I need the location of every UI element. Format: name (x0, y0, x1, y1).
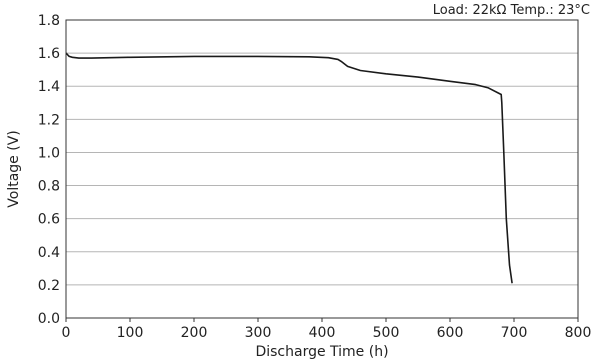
y-tick-label: 1.2 (38, 112, 60, 128)
voltage-series-line (65, 52, 513, 284)
x-axis-label: Discharge Time (h) (255, 344, 388, 360)
x-tick-label: 500 (373, 325, 400, 341)
y-tick-label: 0.2 (38, 278, 60, 294)
plot-frame (65, 19, 579, 319)
y-tick-label: 1.4 (38, 79, 60, 95)
y-axis-label: Voltage (V) (6, 130, 22, 207)
y-tick-label: 0.0 (38, 311, 60, 327)
x-tick-label: 200 (181, 325, 208, 341)
series-layer (65, 52, 513, 284)
grid-layer (66, 52, 578, 286)
x-tick-label: 0 (62, 325, 71, 341)
x-tick-label: 300 (245, 325, 272, 341)
conditions-annotation: Load: 22kΩ Temp.: 23°C (433, 3, 590, 18)
x-tick-label: 700 (501, 325, 528, 341)
y-tick-label: 0.4 (38, 245, 60, 261)
x-tick-label: 800 (565, 325, 592, 341)
x-tick-label: 400 (309, 325, 336, 341)
y-tick-label: 0.6 (38, 212, 60, 228)
y-tick-label: 1.8 (38, 13, 60, 29)
x-tick-label: 600 (437, 325, 464, 341)
y-tick-label: 1.0 (38, 145, 60, 161)
y-tick-label: 1.6 (38, 46, 60, 62)
x-tick-label: 100 (117, 325, 144, 341)
tick-layer: 0.0 0.2 0.4 0.6 0.8 1.0 1.2 1.4 1.6 1.8 0 100 200 300… (38, 13, 592, 341)
y-tick-label: 0.8 (38, 179, 60, 195)
